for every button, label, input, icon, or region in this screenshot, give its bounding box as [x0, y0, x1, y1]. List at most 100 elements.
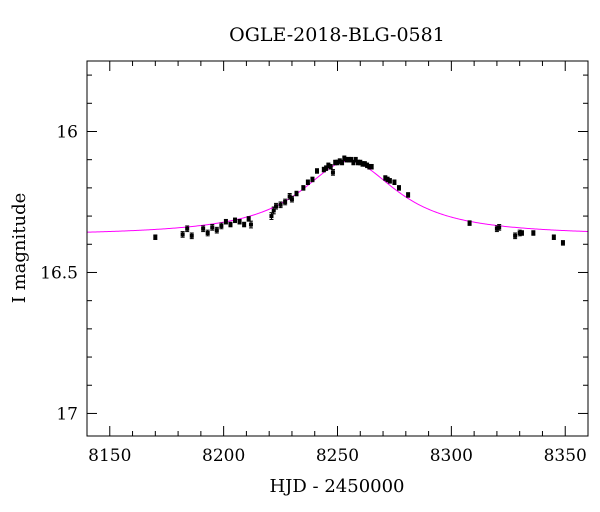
point-marker — [294, 191, 299, 196]
point-marker — [349, 157, 354, 162]
point-marker — [385, 177, 390, 182]
plot-area — [86, 155, 589, 246]
data-point — [497, 224, 502, 231]
point-marker — [353, 157, 358, 162]
data-point — [283, 198, 288, 206]
data-point — [396, 185, 401, 191]
data-point — [519, 230, 524, 236]
data-point — [301, 185, 306, 191]
point-marker — [328, 164, 333, 169]
point-marker — [205, 230, 210, 235]
point-marker — [333, 160, 338, 165]
chart-title: OGLE-2018-BLG-0581 — [229, 24, 445, 46]
point-marker — [560, 240, 565, 245]
data-point — [406, 192, 411, 198]
plot-frame — [86, 60, 589, 437]
x-tick-label: 8150 — [88, 446, 131, 466]
point-marker — [392, 180, 397, 185]
point-marker — [358, 160, 363, 165]
data-point — [214, 226, 219, 234]
point-marker — [301, 185, 306, 190]
data-point — [219, 222, 224, 230]
point-marker — [324, 166, 329, 171]
data-point — [387, 178, 392, 184]
point-marker — [283, 199, 288, 204]
point-marker — [387, 178, 392, 183]
point-marker — [369, 164, 374, 169]
data-point — [310, 176, 315, 183]
point-marker — [201, 226, 206, 231]
point-marker — [330, 170, 335, 175]
point-marker — [269, 214, 274, 219]
data-point — [551, 234, 556, 240]
data-point — [228, 221, 233, 228]
data-point — [531, 230, 536, 236]
data-point — [248, 220, 253, 229]
data-point — [560, 240, 565, 246]
point-marker — [355, 160, 360, 165]
point-marker — [214, 228, 219, 233]
point-marker — [223, 219, 228, 224]
point-marker — [551, 235, 556, 240]
data-point — [330, 169, 335, 176]
data-point — [246, 216, 251, 222]
point-marker — [228, 222, 233, 227]
x-tick-label: 8300 — [430, 446, 473, 466]
point-marker — [344, 157, 349, 162]
point-marker — [287, 194, 292, 199]
data-point — [278, 201, 283, 209]
point-marker — [335, 160, 340, 165]
point-marker — [367, 164, 372, 169]
point-marker — [360, 161, 365, 166]
point-marker — [153, 235, 158, 240]
x-tick-label: 8200 — [202, 446, 245, 466]
data-point — [392, 179, 397, 185]
point-marker — [242, 222, 247, 227]
data-point — [233, 217, 238, 224]
y-axis: 16 16.5 17 — [40, 74, 588, 424]
y-axis-label: I magnitude — [9, 193, 30, 304]
data-point — [328, 163, 333, 170]
data-point — [205, 229, 210, 237]
point-marker — [383, 176, 388, 181]
data-point — [513, 232, 518, 240]
data-point — [180, 231, 185, 238]
point-marker — [274, 204, 279, 209]
point-marker — [342, 156, 347, 161]
point-marker — [346, 157, 351, 162]
point-marker — [517, 230, 522, 235]
y-tick-label: 16 — [56, 122, 78, 142]
data-point — [271, 206, 276, 215]
point-marker — [278, 202, 283, 207]
data-point — [274, 202, 279, 210]
point-marker — [531, 230, 536, 235]
x-axis-label: HJD - 2450000 — [269, 476, 404, 497]
data-point — [210, 224, 215, 231]
data-point — [242, 221, 247, 228]
data-point — [189, 232, 194, 240]
x-tick-label: 8350 — [544, 446, 587, 466]
point-marker — [494, 226, 499, 231]
point-marker — [497, 225, 502, 230]
point-marker — [396, 185, 401, 190]
data-point — [237, 218, 242, 225]
x-tick-label: 8250 — [316, 446, 359, 466]
point-marker — [321, 167, 326, 172]
data-point — [269, 212, 274, 220]
data-point — [369, 163, 374, 170]
point-marker — [351, 160, 356, 165]
y-tick-label: 16.5 — [40, 263, 78, 283]
data-point — [385, 176, 390, 183]
point-marker — [305, 180, 310, 185]
data-point — [315, 168, 320, 174]
point-marker — [248, 222, 253, 227]
data-point — [305, 179, 310, 185]
x-axis: 8150 8200 8250 8300 8350 — [86, 61, 589, 466]
point-marker — [406, 192, 411, 197]
point-marker — [513, 233, 518, 238]
data-point — [517, 229, 522, 237]
point-marker — [189, 233, 194, 238]
point-marker — [185, 226, 190, 231]
point-marker — [233, 218, 238, 223]
